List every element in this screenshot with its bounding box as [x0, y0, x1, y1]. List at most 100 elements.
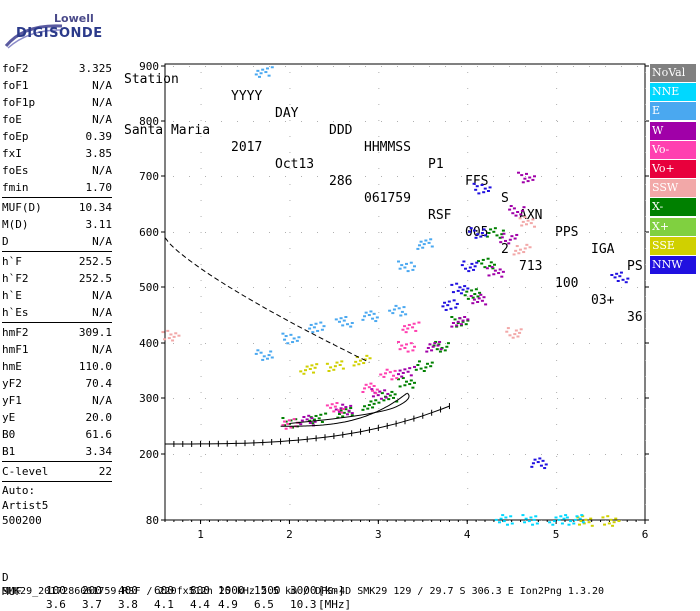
header-label: PPS: [555, 225, 579, 240]
data-point: [256, 69, 260, 72]
data-point: [430, 245, 434, 248]
y-grid-dot: [621, 121, 622, 122]
param-value: 10.34: [78, 201, 112, 214]
data-point: [424, 239, 428, 242]
x-grid-dot: [467, 72, 469, 73]
x-grid-dot: [467, 344, 469, 345]
data-point: [519, 328, 523, 331]
data-point: [451, 322, 455, 324]
data-point: [337, 409, 341, 412]
legend-item: E: [650, 102, 696, 121]
data-point: [606, 515, 610, 518]
y-grid-dot: [509, 520, 510, 521]
data-point: [361, 391, 365, 393]
param-value: 3.11: [85, 218, 113, 231]
data-point: [374, 320, 378, 323]
data-point: [374, 392, 378, 395]
data-point: [482, 296, 486, 299]
data-point: [308, 327, 312, 330]
y-grid-dot: [397, 176, 398, 177]
data-point: [380, 392, 384, 395]
param-value: 252.5: [78, 255, 112, 268]
x-grid-dot: [289, 392, 291, 393]
data-point: [536, 461, 540, 464]
param-value: 70.4: [85, 377, 113, 390]
data-point: [171, 339, 175, 342]
x-grid-dot: [645, 88, 646, 89]
data-point: [469, 227, 473, 230]
y-grid-dot: [221, 398, 222, 399]
y-grid-dot: [621, 232, 622, 233]
y-grid-dot: [557, 454, 558, 455]
header-label: DAY: [275, 106, 299, 121]
data-point: [352, 364, 356, 367]
data-point: [254, 73, 258, 76]
data-point: [477, 260, 480, 263]
x-grid-dot: [200, 456, 202, 457]
data-point: [461, 319, 465, 322]
x-grid-dot: [645, 120, 646, 121]
x-grid-dot: [378, 376, 380, 377]
legend-item: NNW: [650, 255, 696, 274]
data-point: [504, 239, 508, 242]
data-point: [315, 363, 319, 366]
x-grid-dot: [378, 72, 380, 73]
data-point: [388, 371, 392, 374]
param-name: h`F2: [2, 272, 29, 285]
data-point: [500, 236, 504, 239]
param-row: yE 20.0: [2, 409, 112, 426]
param-row: fmin 1.70: [2, 179, 112, 196]
data-point: [364, 383, 368, 386]
data-point: [613, 276, 617, 279]
data-point: [261, 68, 265, 71]
data-point: [494, 518, 498, 521]
x-tick-label: 6: [642, 528, 649, 541]
data-point: [347, 409, 351, 412]
header-value: Oct13: [275, 157, 315, 172]
data-point: [559, 515, 563, 518]
y-grid-dot: [189, 343, 190, 344]
data-point: [530, 465, 534, 468]
data-point: [458, 286, 462, 289]
y-grid-dot: [557, 520, 558, 521]
data-point: [493, 269, 497, 272]
data-point: [484, 234, 488, 237]
data-point: [576, 516, 580, 519]
data-point: [314, 414, 318, 417]
data-point: [397, 378, 400, 381]
data-point: [434, 340, 438, 343]
y-grid-dot: [173, 398, 174, 399]
data-point: [531, 218, 535, 221]
data-point: [388, 309, 392, 312]
data-point: [395, 400, 399, 403]
data-point: [562, 517, 566, 520]
y-grid-dot: [381, 66, 382, 67]
x-grid-dot: [378, 264, 380, 265]
data-point: [344, 406, 348, 409]
data-point: [324, 412, 328, 415]
y-grid-dot: [461, 454, 462, 455]
data-point: [342, 411, 346, 414]
y-grid-dot: [573, 287, 574, 288]
param-value: 3.85: [85, 147, 113, 160]
y-grid-dot: [445, 398, 446, 399]
data-point: [413, 345, 416, 348]
data-point: [340, 360, 344, 363]
d-value: 600: [154, 584, 174, 597]
data-point: [384, 372, 388, 375]
y-grid-dot: [429, 287, 430, 288]
y-tick-label: 200: [139, 448, 159, 461]
data-point: [341, 408, 345, 411]
data-point: [419, 367, 423, 370]
y-grid-dot: [461, 398, 462, 399]
param-row: D N/A: [2, 233, 112, 250]
data-point: [614, 517, 618, 520]
x-grid-dot: [556, 72, 558, 73]
data-point: [459, 324, 463, 327]
x-grid-dot: [645, 184, 646, 185]
data-point: [569, 520, 573, 523]
data-point: [398, 267, 402, 270]
x-grid-dot: [556, 488, 558, 489]
data-point: [478, 291, 482, 294]
data-point: [281, 417, 285, 420]
